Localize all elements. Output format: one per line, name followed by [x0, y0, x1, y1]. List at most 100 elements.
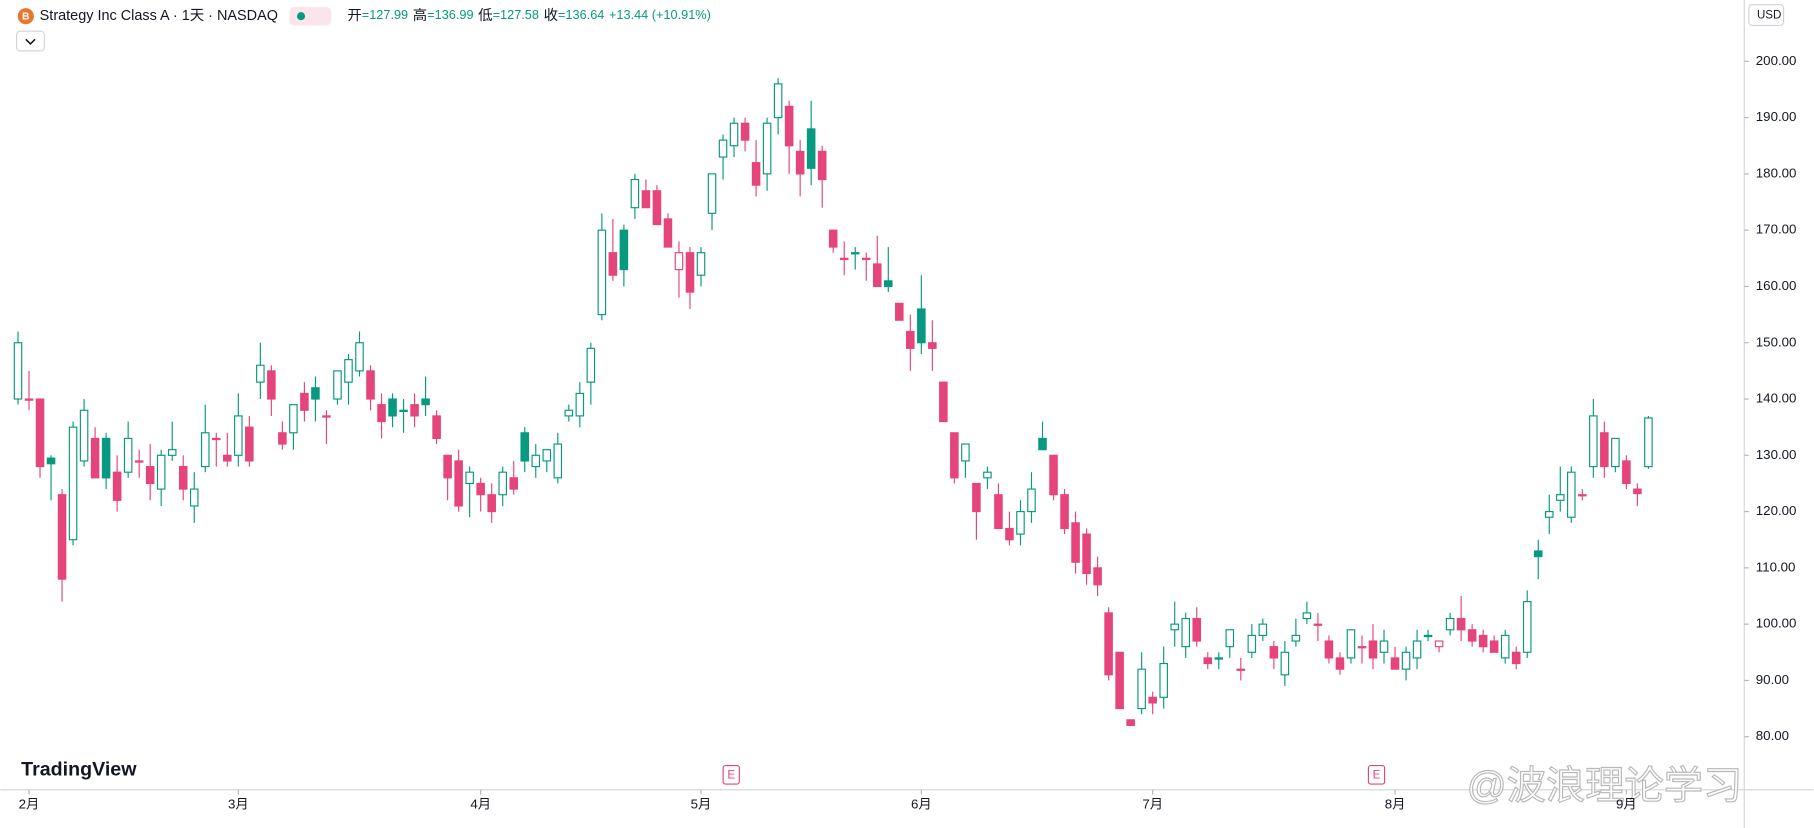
candle-body — [597, 229, 607, 316]
candle-body — [1148, 696, 1157, 704]
x-tick-label: 4月 — [470, 796, 491, 811]
candle-body — [652, 190, 662, 226]
candle-body — [1368, 640, 1378, 659]
candle-body — [24, 398, 34, 401]
candle-body — [1445, 617, 1455, 631]
candle-body — [1633, 488, 1642, 495]
candle-body — [1478, 634, 1488, 648]
candle-body — [465, 471, 474, 485]
candle-body — [289, 404, 298, 434]
candle-body — [828, 229, 838, 248]
y-tick-label: 80.00 — [1756, 728, 1789, 743]
candle-body — [443, 454, 452, 479]
candle-body — [223, 454, 232, 462]
candle-body — [586, 347, 596, 383]
y-tick-label: 130.00 — [1756, 447, 1797, 462]
status-dot — [296, 12, 306, 21]
candle-body — [377, 404, 386, 423]
candle-body — [674, 252, 684, 271]
candle-body — [90, 437, 100, 479]
event-badge[interactable] — [1367, 764, 1386, 785]
candle-body — [1170, 623, 1179, 631]
event-label: E — [727, 769, 735, 781]
x-tick-label: 9月 — [1616, 796, 1637, 811]
open-label: 开 — [347, 8, 361, 24]
candle-body — [685, 252, 695, 293]
candle-body — [1412, 640, 1422, 659]
y-tick-label: 90.00 — [1756, 672, 1789, 687]
candle-body — [1390, 657, 1400, 670]
y-tick-label: 160.00 — [1756, 278, 1797, 293]
candle-body — [1027, 488, 1036, 513]
candle-body — [542, 449, 552, 462]
candle-body — [13, 342, 23, 400]
candle-body — [983, 471, 992, 479]
collapse-button[interactable] — [15, 30, 45, 52]
candle-body — [1567, 471, 1576, 518]
candle-body — [1093, 567, 1102, 586]
candle-body — [784, 105, 794, 147]
candle-body — [619, 229, 629, 271]
candle-body — [388, 398, 397, 417]
status-badge — [289, 6, 332, 26]
candle-body — [696, 252, 706, 276]
candle-body — [322, 415, 331, 418]
candle-body — [200, 432, 210, 468]
candle-body — [1611, 437, 1620, 468]
y-tick-label: 150.00 — [1756, 334, 1797, 349]
y-tick-label: 110.00 — [1756, 559, 1796, 574]
candle-body — [575, 392, 585, 417]
candle-body — [145, 465, 155, 485]
close-label: 收 — [544, 7, 558, 24]
candle-body — [1313, 623, 1323, 626]
candle-body — [861, 257, 871, 261]
candle-body — [1467, 629, 1477, 642]
candle-body — [68, 426, 78, 541]
candle-body — [762, 122, 772, 175]
candle-body — [773, 83, 783, 119]
candle-body — [355, 342, 364, 372]
candle-body — [630, 178, 640, 209]
high-value: =136.99 — [427, 8, 473, 23]
candle-body — [795, 150, 805, 175]
y-tick-label: 170.00 — [1756, 222, 1797, 237]
candle-body — [884, 280, 893, 288]
candle-body — [1269, 646, 1279, 659]
candle-body — [707, 173, 717, 214]
close-value: =136.64 — [558, 8, 604, 23]
candle-body — [1401, 651, 1411, 670]
candle-body — [1258, 623, 1268, 636]
candle-body — [950, 432, 959, 479]
candle-body — [1192, 617, 1202, 642]
x-tick-label: 2月 — [19, 796, 40, 811]
candle-body — [1280, 651, 1290, 676]
candle-body — [850, 252, 860, 255]
candle-body — [718, 139, 728, 158]
candle-body — [740, 122, 750, 141]
candle-body — [509, 477, 519, 490]
candle-body — [1522, 601, 1532, 653]
candle-body — [729, 122, 739, 147]
candle-body — [333, 370, 342, 400]
candle-body — [46, 457, 56, 465]
candle-body — [1049, 454, 1058, 496]
candle-body — [344, 359, 353, 383]
candle-body — [1137, 668, 1146, 710]
candle-body — [917, 308, 926, 344]
high-label: 高 — [413, 7, 427, 24]
brand: TradingView — [21, 758, 137, 780]
candle-body — [1533, 550, 1543, 558]
currency-button[interactable] — [1748, 4, 1785, 27]
event-badge[interactable] — [722, 764, 740, 785]
candle-body — [1214, 657, 1224, 660]
candle-body — [972, 482, 981, 513]
candle-body — [939, 381, 948, 423]
candle-body — [487, 494, 496, 513]
candle-body — [476, 482, 485, 496]
candle-body — [1335, 657, 1345, 670]
candle-body — [212, 437, 221, 441]
legend-line: Strategy Inc Class A · 1天 · NASDAQ 开=127.… — [40, 7, 711, 24]
candle-body — [1357, 646, 1367, 649]
candle-body — [1060, 494, 1069, 530]
candle-body — [663, 218, 673, 248]
